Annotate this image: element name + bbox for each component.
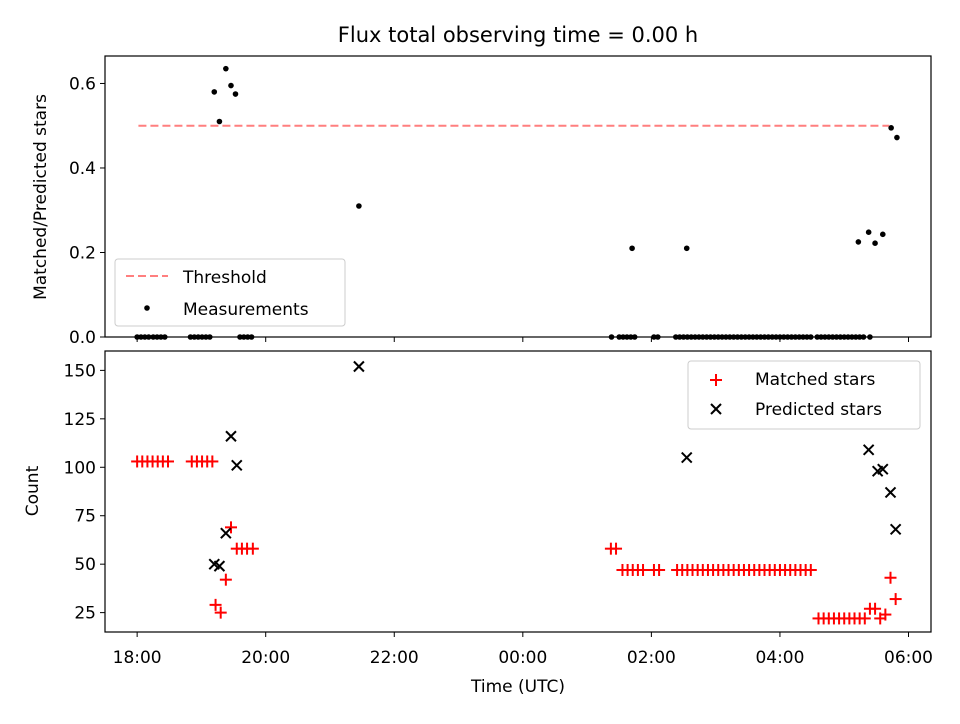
predicted-star-point [877,463,889,475]
matched-star-point [209,598,222,611]
matched-star-point [869,602,882,615]
bottom-y-tick-label: 150 [64,361,96,381]
matched-star-point [610,542,623,555]
top-plot-frame [104,55,932,338]
measurement-point [228,82,234,89]
measurement-point [629,245,635,252]
matched-star-point [889,593,902,606]
top-y-tick-label: 0.0 [69,328,96,348]
bottom-panel: Count Time (UTC) 18:00 20:00 22:00 00:00 02:… [23,350,933,697]
matched-star-point [637,563,650,576]
predicted-star-point [213,560,226,572]
bottom-y-tick-label: 25 [74,604,96,624]
matched-star-point [653,563,666,576]
measurement-point [356,203,362,209]
bottom-plot-frame [104,350,932,633]
predicted-star-b [213,560,226,572]
measurement-point [894,134,900,141]
predicted-star-point [225,430,237,442]
bottom-legend-box [687,360,921,430]
measurement-point [872,240,878,246]
legend-threshold-label: Threshold [182,268,267,288]
predicted-star-point [353,360,365,373]
predicted-star-b [353,360,365,373]
predicted-star-b [231,459,243,472]
predicted-star-b [208,558,220,570]
predicted-star-point [220,527,232,539]
measurement-point [879,231,886,238]
x-tick-label: 22:00 [370,648,419,668]
top-legend: Threshold Measurements [114,258,346,327]
legend-predicted-swatch [710,403,722,415]
legend-measurements-label: Measurements [183,300,309,320]
matched-star-point [246,542,259,555]
predicted-star-point [231,459,243,472]
x-tick-label: 00:00 [498,648,547,668]
top-axis-ticks: 0.0 0.2 0.4 0.6 [69,74,910,348]
x-tick-label: 18:00 [113,648,162,668]
top-y-tick-label: 0.2 [69,243,96,263]
x-axis-label: Time (UTC) [470,677,565,697]
top-y-axis-label: Matched/Predicted stars [31,94,51,300]
matched-star-point [161,455,174,468]
measurement-point [888,125,894,131]
bottom-y-tick-label: 50 [74,555,96,575]
measurement-point [855,239,862,245]
matched-star-point [224,521,237,534]
top-y-tick-label: 0.6 [69,74,96,94]
predicted-star-b [225,430,237,442]
x-tick-label: 06:00 [884,648,933,668]
legend-measurements-swatch [144,305,150,311]
measurement-point [865,229,872,236]
bottom-legend: Matched stars Predicted stars [687,360,921,430]
predicted-star-point [889,523,902,535]
chart-title: Flux total observing time = 0.00 h [338,23,698,47]
measurement-point [232,91,239,97]
predicted-star-point [884,486,897,499]
predicted-star-b [220,527,232,539]
x-tick-label: 02:00 [627,648,676,668]
predicted-star-point [862,444,875,456]
bottom-y-tick-label: 125 [64,410,96,430]
top-data-marks [134,65,900,340]
measurement-point [223,65,229,72]
legend-matched-swatch [710,374,722,386]
predicted-star-b [681,451,693,464]
matched-star-point [206,455,219,468]
matched-star-point [214,606,227,619]
bottom-y-tick-label: 75 [74,507,96,527]
legend-predicted-label: Predicted stars [755,400,882,420]
predicted-star-b [889,523,902,535]
predicted-star-b [862,444,875,456]
bottom-y-tick-label: 100 [64,458,96,478]
predicted-star-b [884,486,897,499]
bottom-axis-ticks: 18:00 20:00 22:00 00:00 02:00 04:00 06:00 25 50 7… [64,361,933,668]
bottom-y-axis-label: Count [23,465,43,516]
measurement-point [683,245,690,252]
matched-star-point [879,608,892,621]
matched-star-point [884,571,897,584]
predicted-star-point [681,451,693,464]
measurement-point [211,89,218,95]
x-tick-label: 20:00 [241,648,290,668]
bottom-data-marks [131,360,902,625]
matched-star-point [804,563,817,576]
top-panel: Flux total observing time = 0.00 h Match… [31,23,932,348]
top-legend-box [114,258,346,327]
top-y-tick-label: 0.4 [69,159,96,179]
predicted-star-b [877,463,889,475]
x-tick-label: 04:00 [755,648,804,668]
matched-star-point [219,573,232,586]
matched-star-point [858,612,871,625]
legend-matched-label: Matched stars [755,370,875,390]
measurement-point [216,118,223,125]
